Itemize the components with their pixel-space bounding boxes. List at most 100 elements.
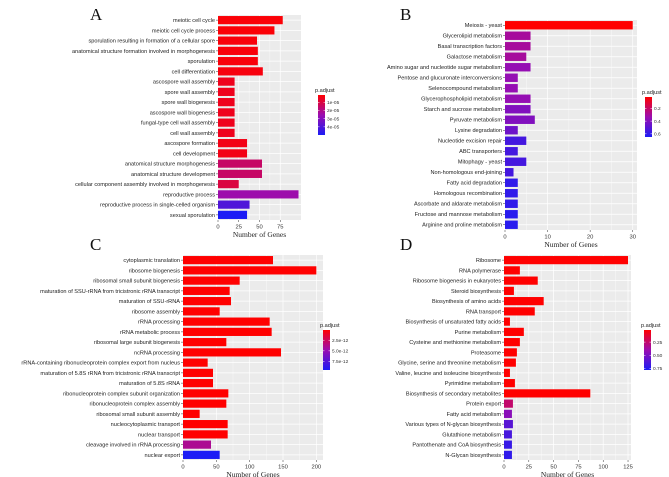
bar <box>504 450 512 459</box>
bar <box>504 368 510 377</box>
category-label: cytoplasmic translation <box>123 258 180 264</box>
bar <box>504 307 535 316</box>
category-label: Fructose and mannose metabolism <box>415 212 503 218</box>
category-label: RNA transport <box>466 309 502 315</box>
bar <box>504 440 512 449</box>
color-bar <box>644 330 651 370</box>
category-label: ribonucleoprotein complex subunit organi… <box>63 391 180 397</box>
category-label: ribosome assembly <box>132 309 180 315</box>
legend-title: p.adjust <box>641 323 661 329</box>
bar <box>218 159 262 168</box>
category-label: Pentose and glucuronate interconversions <box>398 76 503 82</box>
chart-panel-b: B Meiosis - yeast Glycerolipid metabolism B… <box>387 5 662 249</box>
category-label: Valine, leucine and isoleucine biosynthe… <box>395 371 501 377</box>
category-label: N-Glycan biosynthesis <box>445 453 501 459</box>
plot-background <box>183 255 323 460</box>
panel-label: A <box>90 5 103 24</box>
bar <box>504 276 538 285</box>
legend: p.adjust 0.2 0.4 0.6 <box>642 90 662 138</box>
legend-tick-label: 4e-05 <box>327 125 340 131</box>
bar <box>505 157 527 166</box>
bar <box>183 256 273 265</box>
bar <box>504 266 520 275</box>
legend: p.adjust 1e-05 2e-05 3e-05 4e-05 <box>315 88 340 135</box>
legend: p.adjust 0.25 0.50 0.75 <box>641 323 663 372</box>
legend-tick-label: 0.50 <box>653 353 663 359</box>
legend-tick-label: 5.0e-12 <box>332 349 349 355</box>
category-label: ncRNA processing <box>134 350 180 356</box>
x-tick-label: 0 <box>502 465 505 471</box>
category-label: Basal transcription factors <box>438 44 503 50</box>
category-label: nuclear export <box>145 453 181 459</box>
category-label: sexual sporulation <box>170 213 215 219</box>
category-label: cellular component assembly involved in … <box>75 182 215 188</box>
bar <box>183 409 200 418</box>
bar <box>183 368 213 377</box>
category-label: Ribosome biogenesis in eukaryotes <box>413 279 502 285</box>
bar <box>505 42 531 51</box>
bar <box>505 52 527 61</box>
bar <box>505 189 518 198</box>
legend-title: p.adjust <box>315 88 335 94</box>
x-tick-label: 100 <box>245 465 255 471</box>
bar <box>505 63 531 72</box>
bar <box>505 168 514 177</box>
bar <box>504 297 544 306</box>
category-label: anatomical structure development <box>131 172 215 178</box>
panel-label: C <box>90 235 101 254</box>
bar <box>504 389 591 398</box>
category-label: cell development <box>173 151 215 157</box>
bar <box>505 31 531 40</box>
bar <box>504 358 516 367</box>
bar <box>218 98 235 107</box>
bar <box>505 210 518 219</box>
x-tick-label: 50 <box>256 225 262 231</box>
x-tick-label: 25 <box>236 225 242 231</box>
category-label: Biosynthesis of secondary metabolites <box>406 391 501 397</box>
bar <box>218 67 263 76</box>
bar <box>183 276 240 285</box>
bar <box>218 108 235 117</box>
category-label: cell wall assembly <box>170 131 215 137</box>
plot-background <box>504 255 631 460</box>
category-label: anatomical structure formation involved … <box>72 49 215 55</box>
bar <box>505 220 518 229</box>
category-label: Starch and sucrose metabolism <box>424 107 503 113</box>
bar <box>218 200 250 209</box>
category-label: cell differentiation <box>172 69 215 75</box>
category-label: Cysteine and methionine metabolism <box>409 340 501 346</box>
bar <box>183 317 270 326</box>
bar <box>183 307 220 316</box>
plot-background <box>505 20 637 230</box>
x-tick-label: 75 <box>575 465 581 471</box>
bar <box>505 136 527 145</box>
category-label: Mitophagy - yeast <box>458 160 503 166</box>
bar <box>504 379 515 388</box>
color-bar <box>323 330 330 370</box>
x-tick-label: 25 <box>526 465 532 471</box>
category-label: ascospore wall biogenesis <box>150 110 216 116</box>
x-tick-label: 75 <box>277 225 283 231</box>
category-label: ABC transporters <box>459 149 502 155</box>
category-label: Biosynthesis of unsaturated fatty acids <box>406 320 502 326</box>
category-label: Pyrimidine metabolism <box>445 381 502 387</box>
bar <box>504 409 512 418</box>
x-axis-label: Number of Genes <box>541 470 594 477</box>
category-label: sporulation resulting in formation of a … <box>88 39 215 45</box>
category-label: ribosome biogenesis <box>129 268 181 274</box>
bar <box>505 73 518 82</box>
x-axis-label: Number of Genes <box>226 470 279 477</box>
bar <box>183 348 281 357</box>
category-label: rRNA-containing ribonucleoprotein comple… <box>21 361 180 367</box>
bar <box>504 399 513 408</box>
x-axis-label: Number of Genes <box>233 230 286 239</box>
bar <box>183 266 317 275</box>
bar <box>218 16 283 25</box>
bar <box>505 199 518 208</box>
bar <box>218 169 262 178</box>
bar <box>183 389 229 398</box>
legend-tick-label: 0.25 <box>653 340 663 346</box>
bar <box>183 297 231 306</box>
